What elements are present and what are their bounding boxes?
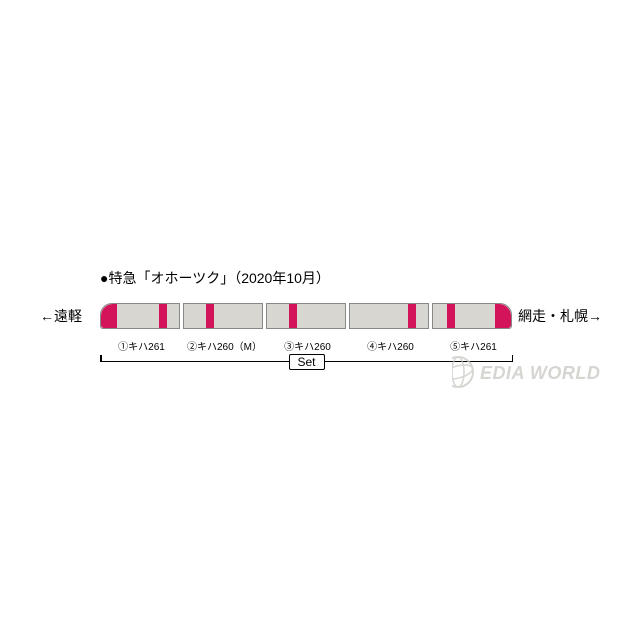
car-1 xyxy=(100,303,180,329)
car-strip xyxy=(100,303,512,329)
direction-right: 網走・札幌→ xyxy=(518,306,598,326)
direction-left: ←遠軽 xyxy=(40,306,100,326)
car-label-1: ①キハ261 xyxy=(100,338,183,353)
door-stripe xyxy=(447,304,455,328)
car-2 xyxy=(183,303,263,329)
watermark: EDIA WORLD xyxy=(452,352,632,392)
door-stripe xyxy=(289,304,297,328)
car-4 xyxy=(349,303,429,329)
car-3 xyxy=(266,303,346,329)
title-row: ●特急「オホーツク」（2020年10月） xyxy=(100,268,600,288)
car-label-4: ④キハ260 xyxy=(349,338,432,353)
title-name: 特急「オホーツク」 xyxy=(108,270,234,286)
train-row: ←遠軽 網走・札幌→ xyxy=(40,298,600,334)
car-label-2: ②キハ260（M） xyxy=(183,338,266,353)
car-labels-row: ①キハ261②キハ260（M）③キハ260④キハ260⑤キハ261 xyxy=(100,338,600,353)
cab-front-stripe xyxy=(495,304,511,328)
title-date: （2020年10月） xyxy=(234,270,330,286)
cab-front-stripe xyxy=(101,304,117,328)
door-stripe xyxy=(206,304,214,328)
car-label-3: ③キハ260 xyxy=(266,338,349,353)
door-stripe xyxy=(159,304,167,328)
door-stripe xyxy=(408,304,416,328)
car-5 xyxy=(432,303,512,329)
watermark-text: EDIA WORLD xyxy=(480,363,600,383)
car-label-5: ⑤キハ261 xyxy=(432,338,515,353)
set-label: Set xyxy=(288,354,324,370)
